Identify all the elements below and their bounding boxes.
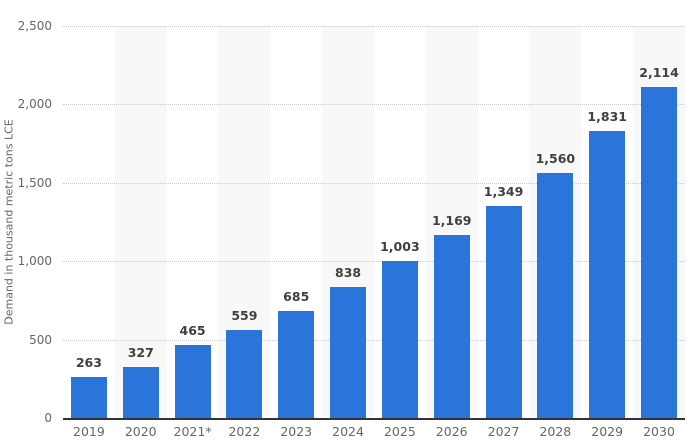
- bar: [433, 234, 470, 418]
- bar-column-2021*: 465: [167, 26, 219, 418]
- bar-value-label: 1,349: [483, 184, 524, 200]
- bar-value-label: 685: [283, 288, 310, 304]
- bar: [226, 330, 263, 418]
- bar-value-label: 2,114: [639, 64, 679, 80]
- bar-value-label: 327: [127, 344, 154, 360]
- y-tick-label: 500: [29, 332, 52, 347]
- y-tick-label: 2,000: [17, 97, 52, 112]
- bar-value-label: 1,169: [431, 212, 472, 228]
- bar: [485, 206, 522, 418]
- y-tick-label: 0: [44, 411, 52, 425]
- bar-value-label: 1,003: [380, 238, 420, 254]
- y-tick-label: 1,500: [17, 175, 52, 190]
- bar-column-2019: 263: [63, 26, 115, 418]
- bar: [122, 366, 159, 418]
- bar-value-label: 465: [179, 323, 206, 339]
- bar-column-2027: 1,349: [478, 26, 530, 418]
- bar-column-2026: 1,169: [426, 26, 478, 418]
- gridline-2000: [63, 104, 685, 106]
- x-axis-label: 2021*: [173, 424, 212, 439]
- x-axis-label: 2027: [487, 424, 520, 439]
- y-axis-title: Demand in thousand metric tons LCE: [2, 119, 16, 325]
- plot-area: 263 327 465 559 685 838 1,003 1,169 1,349 1,560 1,…: [63, 26, 685, 420]
- bar-column-2028: 1,560: [529, 26, 581, 418]
- x-axis-label: 2023: [280, 424, 313, 439]
- x-axis-label: 2029: [591, 424, 624, 439]
- y-tick-label: 1,000: [17, 254, 52, 269]
- x-axis-label: 2022: [228, 424, 261, 439]
- bar-column-2023: 685: [270, 26, 322, 418]
- bar-value-label: 838: [335, 264, 362, 280]
- gridline-1000: [63, 261, 685, 263]
- bar-column-2024: 838: [322, 26, 374, 418]
- bar-column-2025: 1,003: [374, 26, 426, 418]
- bar-value-label: 263: [75, 354, 102, 370]
- bar-column-2030: 2,114: [633, 26, 685, 418]
- x-axis-label: 2024: [332, 424, 364, 439]
- bar-column-2020: 327: [115, 26, 167, 418]
- bar-value-label: 1,560: [535, 151, 576, 167]
- y-tick-label: 2,500: [17, 19, 52, 33]
- x-axis-label: 2019: [73, 424, 105, 439]
- x-axis-label: 2026: [435, 424, 468, 439]
- bar: [537, 173, 574, 418]
- bar: [641, 86, 678, 418]
- x-axis-label: 2020: [124, 424, 157, 439]
- bar: [330, 286, 367, 418]
- x-axis-label: 2028: [539, 424, 572, 439]
- x-axis-label: 2030: [643, 424, 675, 439]
- x-axis-labels: 2019 2020 2021* 2022 2023 2024 2025 2026 2027 202…: [63, 424, 685, 439]
- bar: [70, 376, 107, 418]
- gridlines: [63, 26, 685, 418]
- bar-value-label: 559: [231, 308, 258, 324]
- bar-column-2022: 559: [218, 26, 270, 418]
- x-axis-baseline: [63, 418, 685, 420]
- bar-column-2029: 1,831: [581, 26, 633, 418]
- x-axis-label: 2025: [383, 424, 416, 439]
- bar: [381, 260, 418, 418]
- bar: [278, 310, 315, 418]
- gridline-1500: [63, 182, 685, 184]
- gridline-500: [63, 339, 685, 341]
- gridline-2500: [63, 26, 685, 27]
- bar-value-label: 1,831: [587, 108, 627, 124]
- bar: [589, 130, 626, 418]
- bars-layer: 263 327 465 559 685 838 1,003 1,169 1,349 1,560 1,…: [63, 26, 685, 418]
- background-stripe: [114, 26, 167, 418]
- bar: [174, 345, 211, 418]
